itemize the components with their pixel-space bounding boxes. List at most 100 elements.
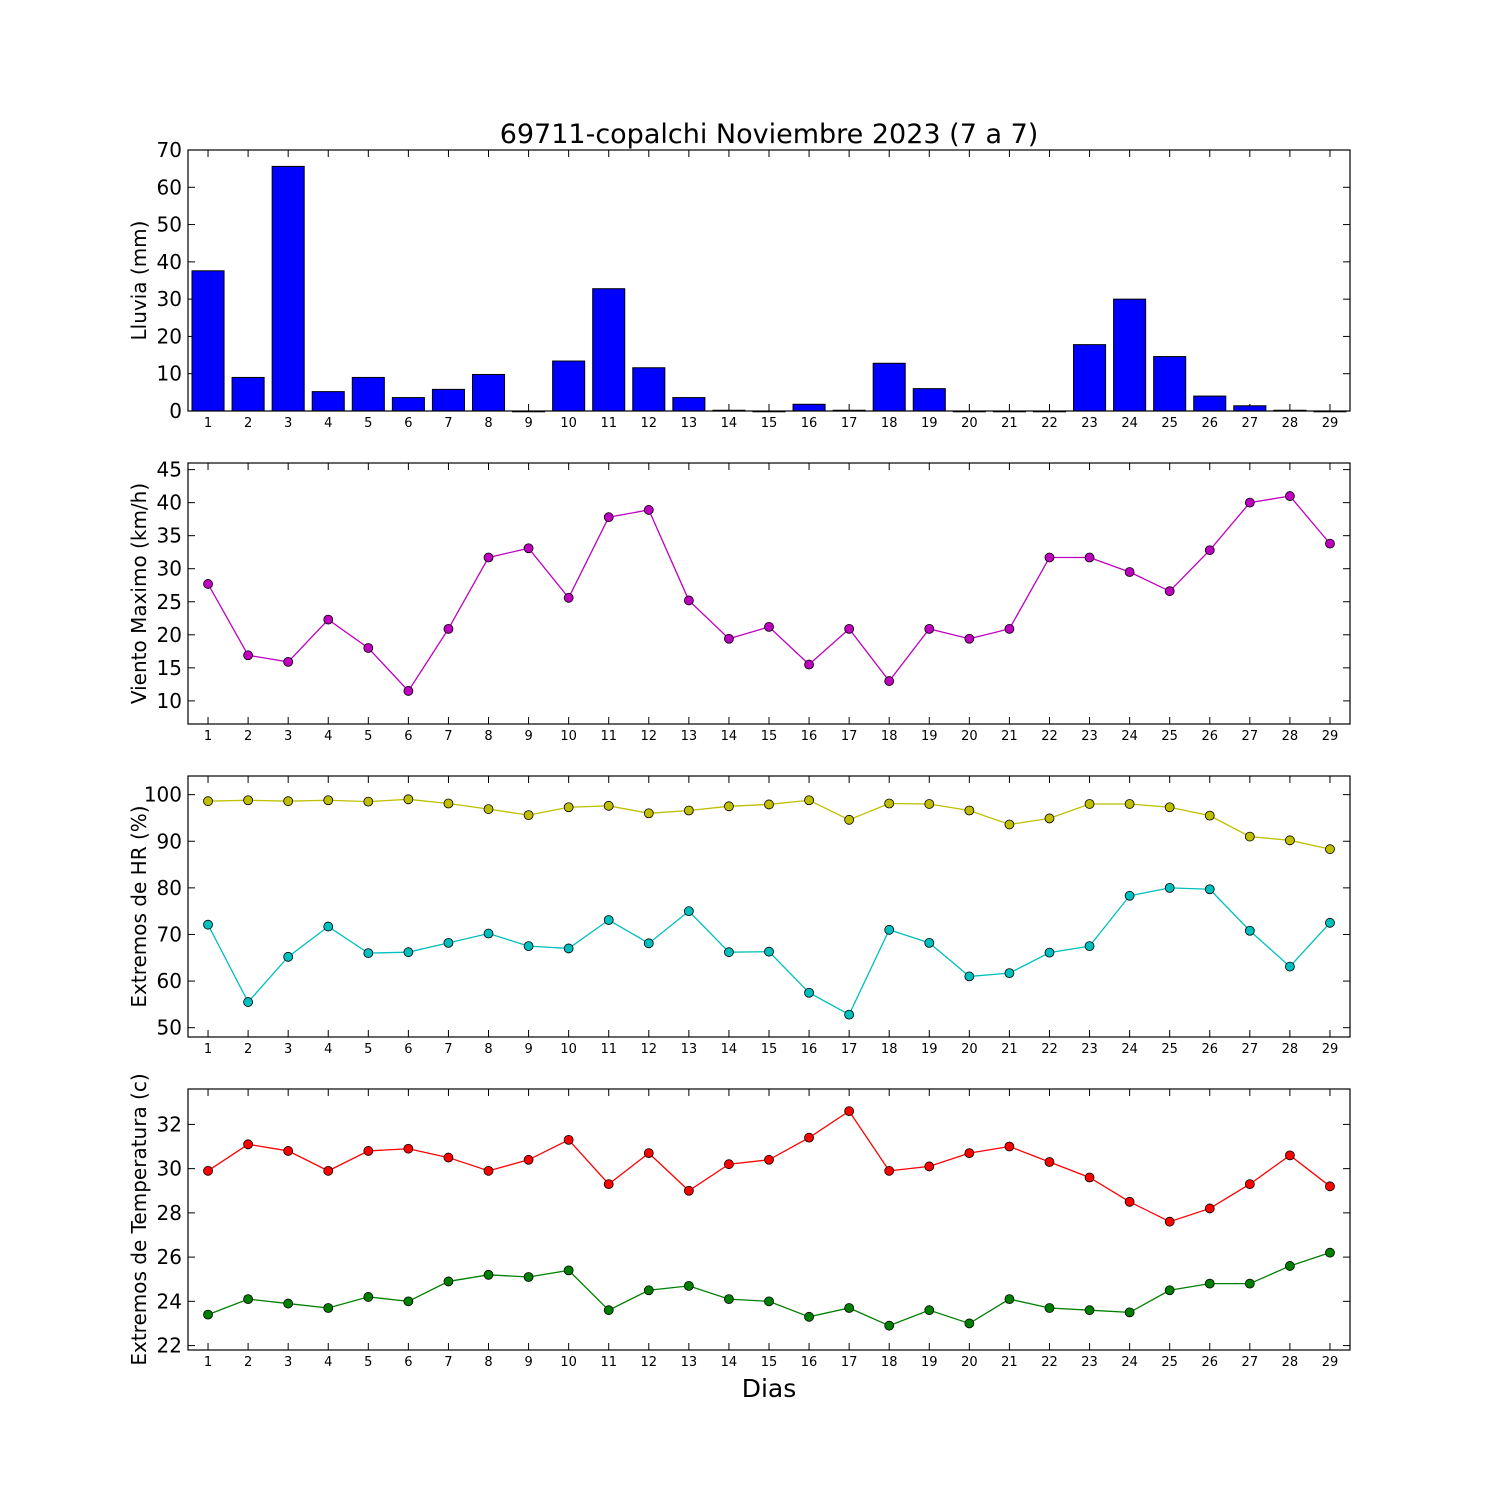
y-tick-label: 30 — [157, 1157, 182, 1181]
data-point — [203, 796, 213, 807]
data-point — [643, 1148, 654, 1159]
data-point — [403, 686, 414, 696]
x-tick-label: 3 — [284, 1355, 292, 1370]
data-point — [283, 1146, 294, 1156]
data-point — [563, 802, 574, 813]
data-point — [804, 795, 814, 806]
data-point — [443, 623, 454, 634]
x-tick-label: 14 — [721, 1355, 738, 1370]
figure-title: 69711-copalchi Noviembre 2023 (7 a 7) — [500, 119, 1039, 150]
data-point — [643, 808, 654, 819]
bar — [351, 376, 385, 412]
x-tick-label: 1 — [204, 1042, 212, 1057]
data-point — [1204, 810, 1215, 821]
data-point — [363, 1292, 374, 1302]
x-tick-label: 8 — [484, 1355, 492, 1370]
data-point — [964, 1148, 975, 1159]
series-line-2 — [207, 1252, 1331, 1327]
x-tick-label: 27 — [1242, 1355, 1259, 1370]
data-point — [724, 801, 734, 812]
data-point — [283, 796, 294, 807]
data-point — [643, 505, 654, 515]
x-tick-label: 2 — [244, 729, 252, 744]
x-tick-label: 19 — [921, 1042, 938, 1057]
x-tick-label: 14 — [721, 729, 738, 744]
data-point — [964, 805, 975, 816]
data-point — [603, 800, 614, 811]
x-tick-label: 13 — [681, 1042, 698, 1057]
x-tick-label: 2 — [244, 416, 252, 431]
x-tick-label: 12 — [641, 729, 658, 744]
bar — [1233, 405, 1267, 412]
x-tick-label: 12 — [641, 1355, 658, 1370]
data-point — [603, 1305, 614, 1316]
data-point — [1084, 1305, 1095, 1316]
data-point — [243, 1294, 254, 1305]
data-point — [523, 941, 534, 952]
data-point — [403, 794, 414, 805]
data-point — [203, 1309, 213, 1320]
bar — [592, 288, 626, 412]
data-point — [283, 1298, 294, 1309]
x-tick-label: 7 — [444, 1355, 452, 1370]
data-point — [443, 798, 454, 809]
x-tick-label: 4 — [324, 416, 332, 431]
data-point — [1084, 941, 1095, 952]
x-tick-label: 9 — [524, 1042, 532, 1057]
y-tick-label: 35 — [157, 524, 182, 548]
bar — [471, 373, 506, 412]
x-tick-label: 28 — [1282, 1355, 1299, 1370]
x-tick-label: 29 — [1322, 1042, 1339, 1057]
data-point — [403, 947, 414, 958]
data-point — [1325, 844, 1335, 855]
data-point — [243, 997, 254, 1007]
data-point — [804, 1311, 814, 1322]
data-point — [924, 1305, 935, 1316]
x-tick-label: 29 — [1322, 416, 1339, 431]
x-tick-label: 22 — [1041, 1042, 1058, 1057]
data-point — [643, 938, 654, 949]
y-axis-label: Extremos de HR (%) — [127, 805, 151, 1007]
bar — [191, 270, 225, 412]
y-tick-label: 22 — [157, 1334, 182, 1358]
y-tick-label: 20 — [157, 623, 182, 647]
y-tick-label: 32 — [157, 1112, 182, 1136]
data-point — [443, 1276, 454, 1287]
data-point — [323, 795, 334, 806]
data-point — [603, 915, 614, 925]
data-point — [283, 951, 294, 962]
data-point — [483, 1269, 494, 1280]
x-tick-label: 5 — [364, 1355, 372, 1370]
x-tick-label: 12 — [641, 1042, 658, 1057]
data-point — [1164, 882, 1175, 893]
data-point — [683, 805, 694, 816]
x-tick-label: 27 — [1242, 729, 1259, 744]
data-point — [363, 643, 374, 653]
data-point — [603, 1179, 614, 1190]
data-point — [1284, 491, 1295, 501]
y-tick-label: 45 — [157, 458, 182, 482]
x-tick-label: 6 — [404, 1355, 412, 1370]
x-tick-label: 4 — [324, 729, 332, 744]
data-point — [724, 633, 734, 644]
x-tick-label: 26 — [1201, 1042, 1218, 1057]
y-tick-label: 40 — [157, 250, 182, 274]
x-tick-label: 8 — [484, 1042, 492, 1057]
x-tick-label: 27 — [1242, 416, 1259, 431]
data-point — [1244, 497, 1255, 508]
data-point — [1164, 1216, 1175, 1227]
x-tick-label: 17 — [841, 1042, 858, 1057]
plot-frame — [187, 462, 1351, 725]
x-tick-label: 11 — [600, 1355, 617, 1370]
x-tick-label: 1 — [204, 729, 212, 744]
data-point — [1164, 802, 1175, 813]
data-point — [443, 937, 454, 948]
x-tick-label: 3 — [284, 416, 292, 431]
data-point — [804, 1132, 814, 1143]
x-tick-label: 25 — [1161, 729, 1178, 744]
data-point — [643, 1285, 654, 1296]
data-point — [964, 971, 975, 982]
data-point — [1044, 947, 1055, 958]
